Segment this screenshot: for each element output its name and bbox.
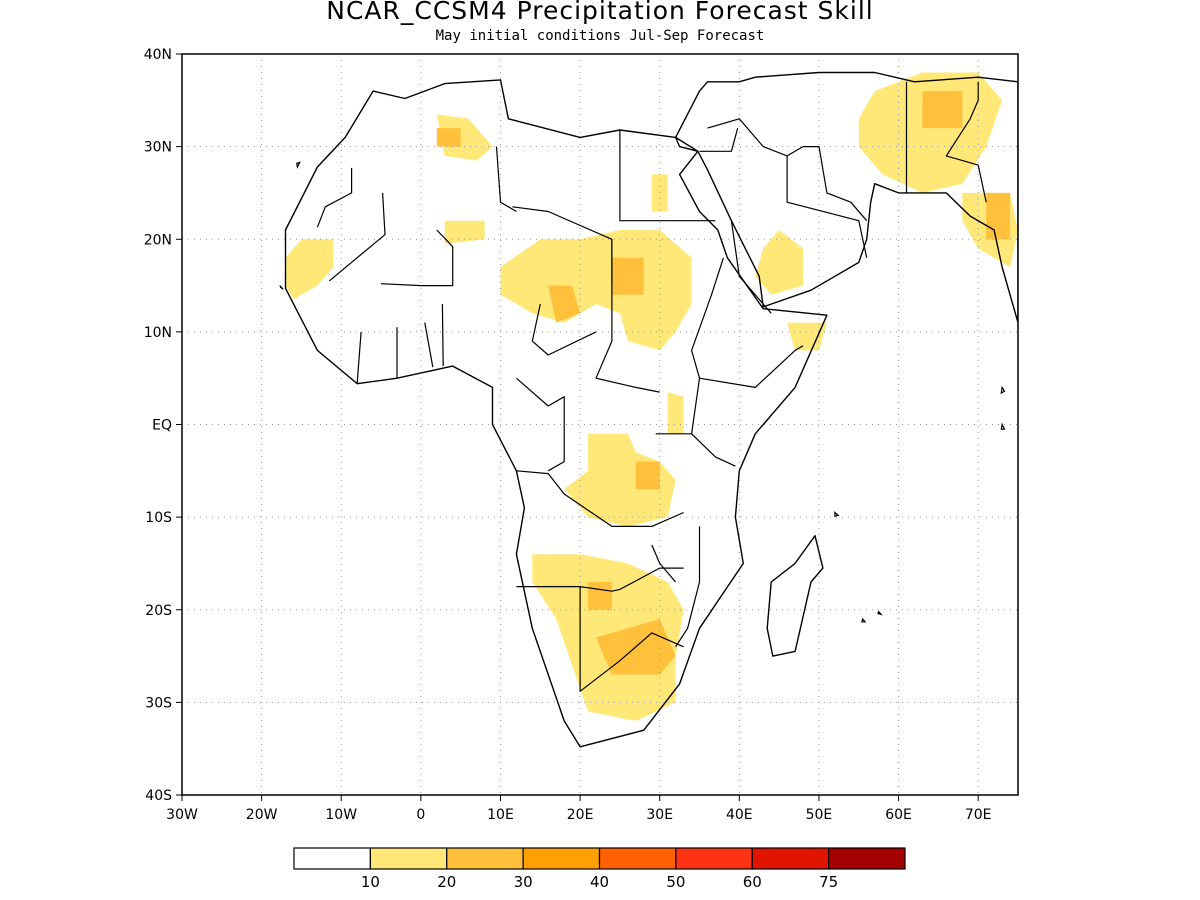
country-border-20 (441, 304, 444, 367)
skill-region-18 (922, 91, 963, 129)
colorbar-swatch-6 (751, 847, 830, 870)
colorbar-label: 50 (666, 873, 685, 891)
island-0 (296, 161, 301, 169)
country-border-25 (803, 146, 868, 222)
colorbar-swatch-2 (446, 847, 524, 870)
skill-region-0 (285, 239, 334, 300)
country-border-17 (356, 331, 362, 383)
skill-region-10 (858, 72, 1003, 193)
axis-ticks: 30W 20W 10W 0 10E 20E 30E 40E 50E 60E 70E 40N 30N 20N… (144, 47, 992, 823)
colorbar-label: 10 (361, 873, 380, 891)
country-border-5 (619, 130, 716, 222)
colorbar-swatch-7 (828, 847, 906, 870)
skill-region-6 (787, 322, 827, 351)
x-tick-label: 10E (487, 807, 514, 823)
colorbar-label: 60 (743, 873, 762, 891)
country-border-21 (730, 220, 772, 314)
country-border-22 (707, 118, 804, 157)
country-border-24 (786, 155, 868, 258)
y-tick-label: EQ (152, 418, 172, 434)
coastline-2 (674, 71, 1018, 324)
skill-shading (285, 72, 1018, 721)
colorbar-swatch-5 (675, 847, 753, 870)
colorbar-swatch-0 (293, 847, 371, 870)
country-border-13 (579, 586, 684, 692)
y-tick-label: 40N (144, 47, 172, 63)
gridlines (182, 54, 1018, 795)
x-tick-label: 30W (166, 807, 198, 823)
y-tick-label: 20S (145, 603, 172, 619)
country-border-23 (699, 127, 739, 152)
country-border-27 (945, 81, 987, 203)
x-tick-label: 30E (646, 807, 673, 823)
coastline-1 (766, 535, 824, 657)
country-border-7 (531, 303, 597, 356)
x-tick-label: 70E (965, 807, 992, 823)
skill-region-14 (611, 257, 644, 295)
country-border-4 (495, 146, 517, 213)
coastlines-and-borders (279, 71, 1018, 748)
y-tick-label: 30S (145, 695, 172, 711)
x-tick-label: 50E (806, 807, 833, 823)
x-tick-label: 20E (567, 807, 594, 823)
skill-region-19 (986, 192, 1010, 240)
island-6 (834, 511, 840, 517)
x-tick-label: 10W (325, 807, 357, 823)
skill-region-13 (548, 285, 581, 323)
colorbar-label: 75 (819, 873, 838, 891)
colorbar-label: 20 (437, 873, 456, 891)
skill-region-16 (588, 582, 612, 610)
coastline-0 (284, 79, 828, 748)
country-border-14 (651, 544, 677, 583)
x-tick-label: 60E (885, 807, 912, 823)
skill-region-7 (667, 392, 684, 434)
country-border-0 (316, 167, 353, 228)
country-border-19 (424, 322, 434, 368)
skill-region-2 (444, 220, 485, 244)
colorbar-swatch-3 (522, 847, 601, 870)
island-2 (861, 617, 867, 623)
island-3 (877, 610, 883, 616)
country-border-2 (380, 229, 454, 287)
y-tick-label: 20N (144, 232, 172, 248)
skill-region-15 (635, 461, 660, 490)
country-border-15 (675, 526, 701, 648)
x-tick-label: 20W (246, 807, 278, 823)
y-tick-label: 30N (144, 140, 172, 156)
skill-region-5 (755, 230, 803, 295)
colorbar-label: 40 (590, 873, 609, 891)
chart-title: NCAR_CCSM4 Precipitation Forecast Skill (326, 0, 874, 25)
colorbar: 10 20 30 40 50 60 75 (293, 847, 906, 891)
colorbar-swatch-4 (598, 847, 677, 870)
x-tick-label: 0 (416, 807, 425, 823)
skill-region-12 (436, 128, 461, 147)
country-border-6 (595, 239, 660, 393)
country-border-11 (516, 470, 684, 527)
colorbar-label: 30 (514, 873, 533, 891)
country-border-10 (691, 433, 736, 467)
chart-subtitle: May initial conditions Jul-Sep Forecast (435, 28, 765, 44)
island-4 (1000, 385, 1006, 395)
country-border-16 (516, 377, 565, 472)
country-border-1 (328, 192, 386, 282)
island-1 (279, 285, 284, 290)
skill-region-8 (564, 433, 676, 527)
skill-region-1 (436, 114, 493, 161)
y-tick-label: 10S (145, 510, 172, 526)
x-tick-label: 40E (726, 807, 753, 823)
skill-region-3 (500, 230, 692, 351)
y-tick-label: 10N (144, 325, 172, 341)
island-5 (1000, 422, 1006, 430)
y-tick-label: 40S (145, 788, 172, 804)
colorbar-swatch-1 (369, 847, 448, 870)
